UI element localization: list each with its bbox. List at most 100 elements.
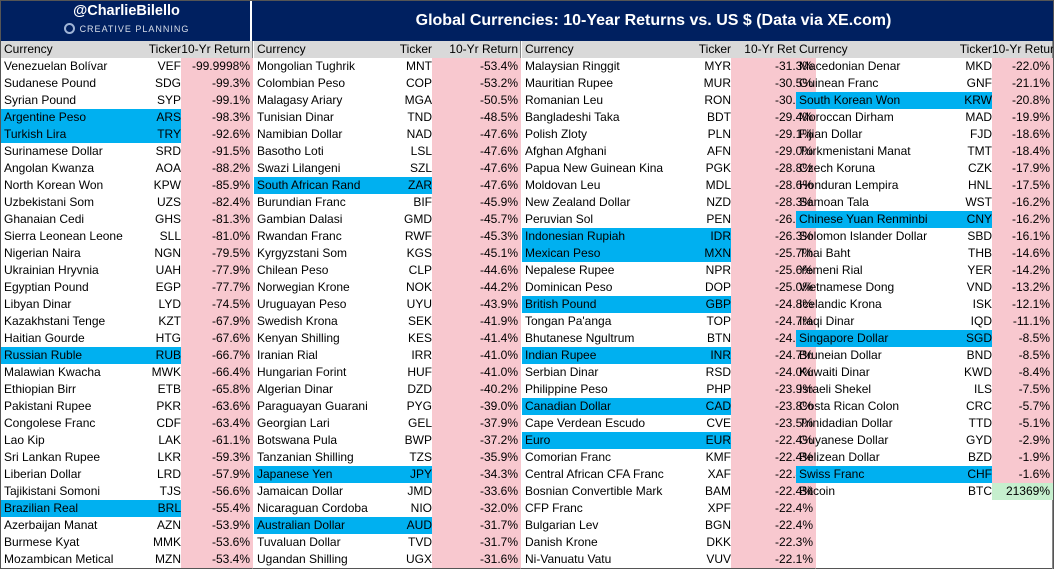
return-value: -1.6% [992,466,1053,483]
currency-name: Swiss Franc [796,466,935,483]
table-row: Turkmenistani Manat TMT -18.4% [796,143,1053,160]
currency-name: Syrian Pound [4,93,77,107]
currency-ticker: PYG [406,399,432,413]
currency-ticker: PEN [706,212,731,226]
currency-ticker: PKR [156,399,181,413]
currency-name: Bitcoin [799,484,836,498]
currency-ticker: GBP [679,296,731,313]
column-header-currency: Currency [257,42,306,56]
table-row: Peruvian Sol PEN -26.9% [522,211,816,228]
currency-ticker: TVD [408,535,432,549]
table-row: South Korean Won KRW -20.8% [796,92,1053,109]
currency-ticker: PLN [707,127,731,141]
return-value: -20.8% [992,92,1053,109]
currency-ticker: EUR [679,432,731,449]
currency-name: Bruneian Dollar [799,348,882,362]
return-value: -22.3% [731,534,816,551]
currency-ticker: TRY [126,126,181,143]
currency-ticker: GMD [404,212,432,226]
table-row: Danish Krone DKK -22.3% [522,534,816,551]
currency-name: Sierra Leonean Leone [4,229,123,243]
currency-ticker: RUB [126,347,181,364]
currency-ticker: GHS [154,212,181,226]
table-row: Norwegian Krone NOK -44.2% [254,279,521,296]
table-row: Algerian Dinar DZD -40.2% [254,381,521,398]
currency-name: Samoan Tala [799,195,869,209]
table-row: North Korean Won KPW -85.9% [1,177,253,194]
column-header-row: Currency Ticker 10-Yr Return [522,41,815,58]
currency-name: Macedonian Denar [799,59,901,73]
currency-name: Honduran Lempira [799,178,899,192]
currency-name: Pakistani Rupee [4,399,92,413]
return-value: -35.9% [432,449,521,466]
table-row: Burmese Kyat MMK -53.6% [1,534,253,551]
table-row: Tanzanian Shilling TZS -35.9% [254,449,521,466]
return-value: -8.5% [992,330,1053,347]
currency-name: Uzbekistani Som [4,195,95,209]
table-row: Tunisian Dinar TND -48.5% [254,109,521,126]
currency-ticker: YER [967,263,992,277]
return-value: -30.5% [731,75,816,92]
column-header-ticker: Ticker [148,42,181,56]
return-value: -53.4% [432,58,521,75]
currency-ticker: AUD [387,517,432,534]
currency-name: Sri Lankan Rupee [4,450,101,464]
author-handle: @CharlieBilello [73,3,180,19]
table-row: Liberian Dollar LRD -57.9% [1,466,253,483]
return-value: -13.2% [992,279,1053,296]
return-value: -45.3% [432,228,521,245]
return-value: -45.7% [432,211,521,228]
table-row: Fijian Dollar FJD -18.6% [796,126,1053,143]
table-row: Moldovan Leu MDL -28.6% [522,177,816,194]
currency-name: Trinidadian Dollar [799,416,893,430]
currency-ticker: TMT [967,144,992,158]
return-value: -67.9% [181,313,253,330]
table-title: Global Currencies: 10-Year Returns vs. U… [415,12,892,29]
return-value: -77.9% [181,262,253,279]
return-value: -61.1% [181,432,253,449]
currency-name: Indonesian Rupiah [522,228,679,245]
currency-name: Polish Zloty [525,127,588,141]
currency-ticker: UGX [405,552,432,566]
currency-ticker: NPR [705,263,731,277]
currency-ticker: SZL [409,161,432,175]
currency-name: Japanese Yen [254,466,387,483]
currency-name: Canadian Dollar [522,398,679,415]
table-row: Japanese Yen JPY -34.3% [254,466,521,483]
table-row: Paraguayan Guarani PYG -39.0% [254,398,521,415]
return-value: -7.5% [992,381,1053,398]
return-value: -14.6% [992,245,1053,262]
currency-name: Rwandan Franc [257,229,342,243]
currency-ticker: ETB [157,382,181,396]
currency-name: Hungarian Forint [257,365,347,379]
return-value: -5.7% [992,398,1053,415]
table-row: Kyrgyzstani Som KGS -45.1% [254,245,521,262]
return-value: -57.9% [181,466,253,483]
return-value: -23.5% [731,415,816,432]
return-value: -33.6% [432,483,521,500]
table-row: Sudanese Pound SDG -99.3% [1,75,253,92]
return-value: -65.8% [181,381,253,398]
table-row: Philippine Peso PHP -23.9% [522,381,816,398]
currency-name: Peruvian Sol [525,212,594,226]
return-value: -24.0% [731,364,816,381]
currency-ticker: CLP [408,263,432,277]
return-value: -47.6% [432,126,521,143]
currency-name: Norwegian Krone [257,280,350,294]
currency-name: Tanzanian Shilling [257,450,354,464]
currency-ticker: VND [966,280,992,294]
table-row: Swazi Lilangeni SZL -47.6% [254,160,521,177]
currency-name: Tunisian Dinar [257,110,334,124]
table-row: Pakistani Rupee PKR -63.6% [1,398,253,415]
column-header-currency: Currency [799,42,848,56]
table-row: Azerbaijan Manat AZN -53.9% [1,517,253,534]
return-value: -22.4% [731,449,816,466]
return-value: -63.4% [181,415,253,432]
return-value: -32.0% [432,500,521,517]
table-row: Bhutanese Ngultrum BTN -24.7% [522,330,816,347]
currency-name: New Zealand Dollar [525,195,631,209]
table-row: Guyanese Dollar GYD -2.9% [796,432,1053,449]
currency-name: Argentine Peso [1,109,126,126]
return-value: -28.3% [731,194,816,211]
